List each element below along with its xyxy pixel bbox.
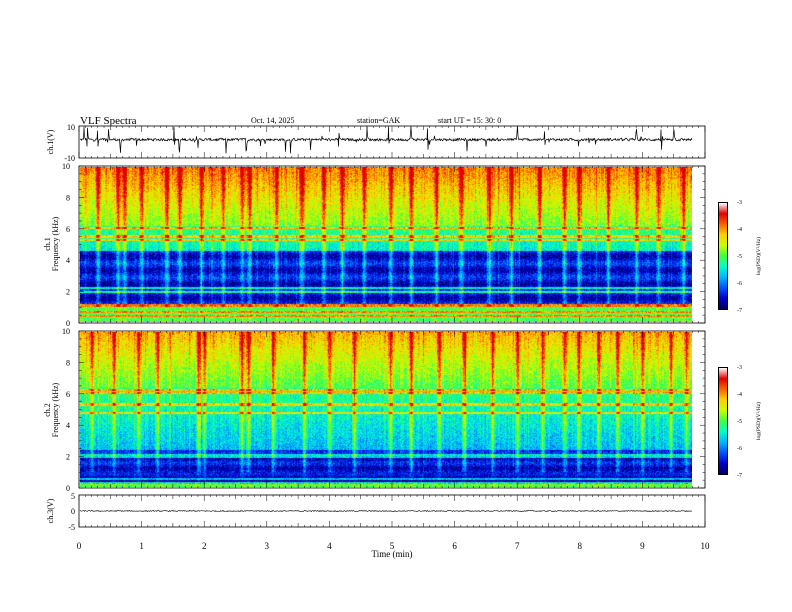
time-tick-label: 7 <box>515 541 520 551</box>
start-ut-label: start UT = 15: 30: 0 <box>438 116 501 125</box>
ch3-ytick-bottom: -5 <box>68 523 75 532</box>
ch1-spectrogram-image-holder <box>80 167 692 322</box>
ch2-colorbar: -3 -4 -5 -6 -7 log(PSD)(V²/Hz) <box>718 365 762 479</box>
ch1-colorbar-label: log(PSD)(V²/Hz) <box>755 237 762 275</box>
ch1-colorbar-gradient-holder <box>718 202 728 310</box>
ch2-frequency-tick-labels: 0 2 4 6 8 10 <box>62 327 70 493</box>
ch1-colorbar-tick-m5: -5 <box>737 254 742 260</box>
ch3-waveform-ylabel: ch.3(V) <box>46 498 55 523</box>
ch1-ytick-bottom: -10 <box>64 154 75 163</box>
ch1-waveform-line <box>79 126 693 154</box>
frequency-tick-label: 4 <box>66 421 70 430</box>
ch1-waveform-panel: 10 -10 ch.1(V) <box>46 123 706 163</box>
frequency-tick-label: 0 <box>66 484 70 493</box>
frequency-tick-label: 8 <box>66 193 70 202</box>
frequency-tick-label: 6 <box>66 225 70 234</box>
ch2-spectrogram-ticks <box>78 330 706 489</box>
ch1-frequency-tick-labels: 0 2 4 6 8 10 <box>62 162 70 328</box>
ch3-waveform-line <box>79 510 693 512</box>
time-tick-label: 0 <box>77 541 82 551</box>
ch3-waveform-panel: 5 0 -5 ch.3(V) <box>46 492 706 532</box>
ch1-waveform-ticks <box>78 126 706 158</box>
ch2-colorbar-tick-m6: -6 <box>737 446 742 452</box>
ch2-colorbar-tick-m4: -4 <box>737 392 742 398</box>
ch2-spectrogram-ylabel-channel: ch.2 <box>43 403 52 417</box>
date-label: Oct. 14, 2025 <box>251 116 295 125</box>
frequency-tick-label: 6 <box>66 390 70 399</box>
ch1-colorbar-gradient <box>718 202 728 310</box>
time-axis-tick-labels: 0 1 2 3 4 5 6 7 8 9 10 <box>77 541 710 551</box>
ch1-spectrogram-ticks <box>78 165 706 324</box>
ch2-spectrogram-image <box>80 332 692 487</box>
time-axis-label: Time (min) <box>372 549 413 559</box>
time-tick-label: 5 <box>390 541 395 551</box>
frequency-tick-label: 10 <box>62 327 70 336</box>
frequency-tick-label: 0 <box>66 319 70 328</box>
ch2-spectrogram-image-holder <box>80 332 692 487</box>
ch1-colorbar-tick-m4: -4 <box>737 227 742 233</box>
ch1-colorbar: -3 -4 -5 -6 -7 log(PSD)(V²/Hz) <box>718 200 762 314</box>
ch3-waveform-ticks <box>78 495 706 527</box>
ch2-colorbar-gradient <box>718 367 728 475</box>
ch1-spectrogram-ylabel-frequency: Frequency (kHz) <box>51 216 60 271</box>
frequency-tick-label: 2 <box>66 453 70 462</box>
ch3-ytick-middle: 0 <box>71 507 75 516</box>
time-tick-label: 2 <box>202 541 207 551</box>
ch1-spectrogram-image <box>80 167 692 322</box>
ch1-colorbar-tick-m3: -3 <box>737 200 742 206</box>
ch2-colorbar-tick-m3: -3 <box>737 365 742 371</box>
time-tick-label: 3 <box>265 541 270 551</box>
ch2-spectrogram-ylabel-frequency: Frequency (kHz) <box>51 382 60 437</box>
frequency-tick-label: 10 <box>62 162 70 171</box>
ch2-colorbar-label: log(PSD)(V²/Hz) <box>755 402 762 440</box>
time-tick-label: 9 <box>640 541 645 551</box>
ch1-colorbar-tick-m7: -7 <box>737 308 742 314</box>
frequency-tick-label: 2 <box>66 288 70 297</box>
figure-title: VLF Spectra <box>80 115 137 127</box>
ch1-spectrogram-ylabel-channel: ch.1 <box>43 237 52 251</box>
time-tick-label: 4 <box>327 541 332 551</box>
ch2-spectrogram-panel: 0 2 4 6 8 10 ch.2 Frequency (kHz) <box>43 327 706 493</box>
frequency-tick-label: 4 <box>66 256 70 265</box>
time-tick-label: 6 <box>452 541 457 551</box>
ch1-ytick-top: 10 <box>67 123 75 132</box>
ch1-waveform-ylabel: ch.1(V) <box>46 129 55 154</box>
ch2-colorbar-tick-m7: -7 <box>737 473 742 479</box>
ch3-ytick-top: 5 <box>71 492 75 501</box>
time-tick-label: 8 <box>578 541 583 551</box>
time-tick-label: 10 <box>701 541 711 551</box>
time-tick-label: 1 <box>139 541 144 551</box>
frequency-tick-label: 8 <box>66 358 70 367</box>
ch1-spectrogram-panel: 0 2 4 6 8 10 ch.1 Frequency (kHz) <box>43 162 706 328</box>
station-label: station=GAK <box>357 116 400 125</box>
ch1-colorbar-tick-m6: -6 <box>737 281 742 287</box>
ch2-colorbar-gradient-holder <box>718 367 728 475</box>
ch2-colorbar-tick-m5: -5 <box>737 419 742 425</box>
